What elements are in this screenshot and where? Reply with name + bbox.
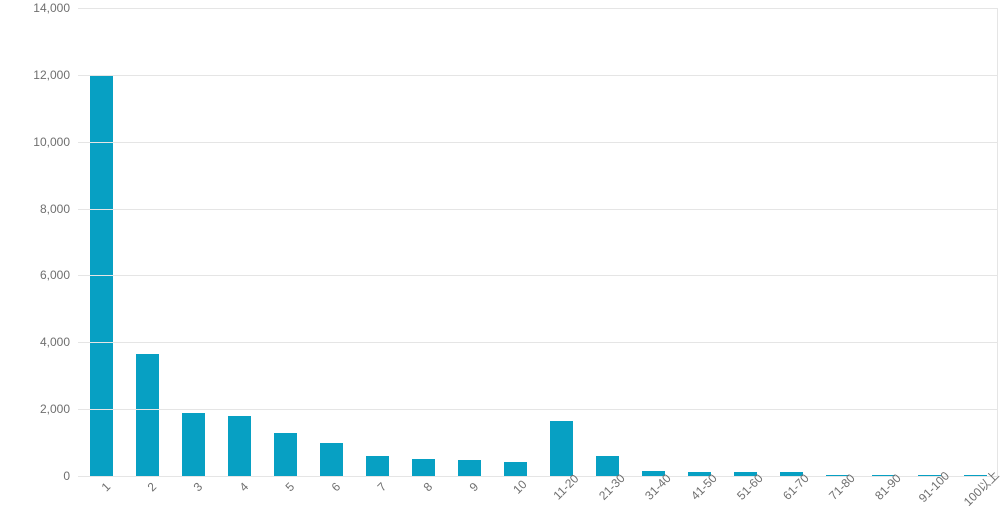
bar (412, 459, 435, 476)
ytick-label: 4,000 (40, 335, 78, 349)
bar (458, 460, 481, 476)
ytick-label: 12,000 (33, 68, 78, 82)
ytick-label: 6,000 (40, 268, 78, 282)
xtick-label: 9 (467, 480, 482, 495)
xtick-label: 1 (99, 480, 114, 495)
xtick-label: 7 (375, 480, 390, 495)
ytick-label: 8,000 (40, 202, 78, 216)
ytick-label: 0 (63, 469, 78, 483)
gridline (78, 209, 998, 210)
gridline (78, 75, 998, 76)
bar (504, 462, 527, 476)
xtick-label: 5 (283, 480, 298, 495)
gridline (78, 409, 998, 410)
bar (320, 443, 343, 476)
ytick-label: 2,000 (40, 402, 78, 416)
bar (182, 413, 205, 477)
bar (550, 421, 573, 476)
gridline (78, 142, 998, 143)
gridline (78, 8, 998, 9)
bar (136, 354, 159, 476)
bars-layer (78, 8, 998, 476)
gridline (78, 476, 998, 477)
bar (228, 416, 251, 476)
xtick-label: 8 (421, 480, 436, 495)
xtick-label: 3 (191, 480, 206, 495)
plot-area: 02,0004,0006,0008,00010,00012,00014,0001… (78, 8, 998, 476)
ytick-label: 14,000 (33, 1, 78, 15)
bar-chart: 0 2,000 4,000 6,000 8,000 10,000 12,000 14,000 1… (0, 0, 1008, 520)
ytick-label: 10,000 (33, 135, 78, 149)
xtick-label: 10 (510, 477, 529, 496)
bar (366, 456, 389, 476)
xtick-label: 4 (237, 480, 252, 495)
bar (274, 433, 297, 476)
gridline (78, 275, 998, 276)
xtick-label: 6 (329, 480, 344, 495)
xtick-label: 2 (145, 480, 160, 495)
gridline (78, 342, 998, 343)
